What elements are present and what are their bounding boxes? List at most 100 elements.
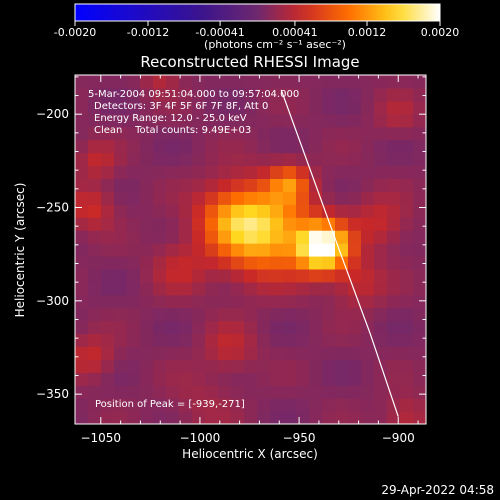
heatmap-cell [348, 87, 362, 102]
heatmap-cell [374, 320, 388, 335]
heatmap-cell [166, 100, 180, 115]
heatmap-cell [101, 230, 115, 244]
heatmap-cell [231, 113, 245, 128]
heatmap-cell [257, 255, 271, 270]
heatmap-cell [387, 87, 401, 102]
heatmap-cell [140, 333, 154, 348]
heatmap-cell [114, 359, 128, 373]
heatmap-cell [192, 230, 206, 244]
heatmap-cell [257, 294, 271, 309]
heatmap-cell [348, 126, 362, 141]
heatmap-cell [387, 139, 401, 154]
heatmap-cell [166, 165, 180, 180]
heatmap-cell [218, 178, 232, 192]
heatmap-cell [387, 281, 401, 296]
heatmap-cell [179, 307, 193, 322]
heatmap-cell [127, 359, 141, 373]
heatmap-cell [153, 346, 167, 360]
heatmap-cell [218, 320, 232, 335]
heatmap-cell [179, 217, 193, 231]
heatmap-cell [374, 307, 388, 322]
heatmap-cell [192, 372, 206, 386]
heatmap-cell [205, 191, 219, 205]
heatmap-cell [296, 178, 310, 192]
heatmap-cell [205, 100, 219, 115]
heatmap-cell [166, 139, 180, 154]
heatmap-cell [257, 333, 271, 348]
heatmap-cell [114, 204, 128, 218]
heatmap-cell [231, 87, 245, 102]
heatmap-cell [153, 191, 167, 205]
heatmap-cell [348, 139, 362, 154]
heatmap-cell [374, 126, 388, 141]
heatmap-cell [309, 385, 323, 399]
heatmap-cell [374, 385, 388, 399]
heatmap-cell [114, 255, 128, 270]
heatmap-cell [231, 398, 245, 412]
plot-area: 5-Mar-2004 09:51:04.000 to 09:57:04.000 … [36, 74, 427, 445]
heatmap-cell [192, 333, 206, 348]
y-tick-label: −250 [36, 201, 69, 215]
heatmap-cell [218, 165, 232, 180]
heatmap-cell [153, 372, 167, 386]
heatmap-cell [192, 217, 206, 231]
heatmap-cell [257, 75, 271, 89]
heatmap-cell [192, 268, 206, 283]
heatmap-cell [127, 204, 141, 218]
heatmap-cell [127, 87, 141, 102]
heatmap-cell [270, 307, 284, 322]
heatmap-cell [205, 75, 219, 89]
heatmap-cell [205, 346, 219, 360]
heatmap-cell [231, 359, 245, 373]
heatmap-cell [244, 217, 258, 231]
heatmap-cell [179, 281, 193, 296]
heatmap-cell [257, 217, 271, 231]
heatmap-cell [309, 320, 323, 335]
heatmap-cell [348, 217, 362, 231]
heatmap-cell [192, 255, 206, 270]
heatmap-cell [218, 126, 232, 141]
heatmap-cell [387, 217, 401, 231]
heatmap-cell [283, 204, 297, 218]
heatmap-cell [101, 139, 115, 154]
heatmap-cell [88, 294, 102, 309]
heatmap-cell [114, 230, 128, 244]
heatmap-cell [192, 385, 206, 399]
heatmap-cell [270, 139, 284, 154]
colorbar-tick-label: -0.0012 [127, 26, 169, 39]
heatmap-cell [413, 139, 426, 154]
heatmap-cell [205, 165, 219, 180]
heatmap-cell [88, 320, 102, 335]
heatmap-cell [88, 87, 102, 102]
heatmap-cell [218, 346, 232, 360]
heatmap-cell [413, 100, 426, 115]
heatmap-cell [296, 333, 310, 348]
heatmap-cell [244, 398, 258, 412]
heatmap-cell [179, 191, 193, 205]
heatmap-cell [114, 398, 128, 412]
heatmap-cell [296, 411, 310, 424]
heatmap-cell [361, 178, 375, 192]
heatmap-cell [361, 191, 375, 205]
heatmap-cell [270, 217, 284, 231]
heatmap-cell [322, 385, 336, 399]
heatmap-cell [75, 243, 89, 257]
heatmap-cell [283, 372, 297, 386]
heatmap-cell [75, 87, 89, 102]
heatmap-cell [244, 281, 258, 296]
heatmap-cell [153, 268, 167, 283]
heatmap-cell [205, 217, 219, 231]
heatmap-cell [205, 126, 219, 141]
heatmap-cell [192, 281, 206, 296]
heatmap-cell [88, 359, 102, 373]
heatmap-cell [114, 126, 128, 141]
heatmap-cell [140, 139, 154, 154]
heatmap-cell [322, 165, 336, 180]
heatmap-cell [166, 75, 180, 89]
heatmap-cell [127, 411, 141, 424]
heatmap-cell [400, 230, 414, 244]
heatmap-cell [257, 204, 271, 218]
heatmap-cell [88, 385, 102, 399]
heatmap-cell [205, 204, 219, 218]
heatmap-cell [413, 87, 426, 102]
